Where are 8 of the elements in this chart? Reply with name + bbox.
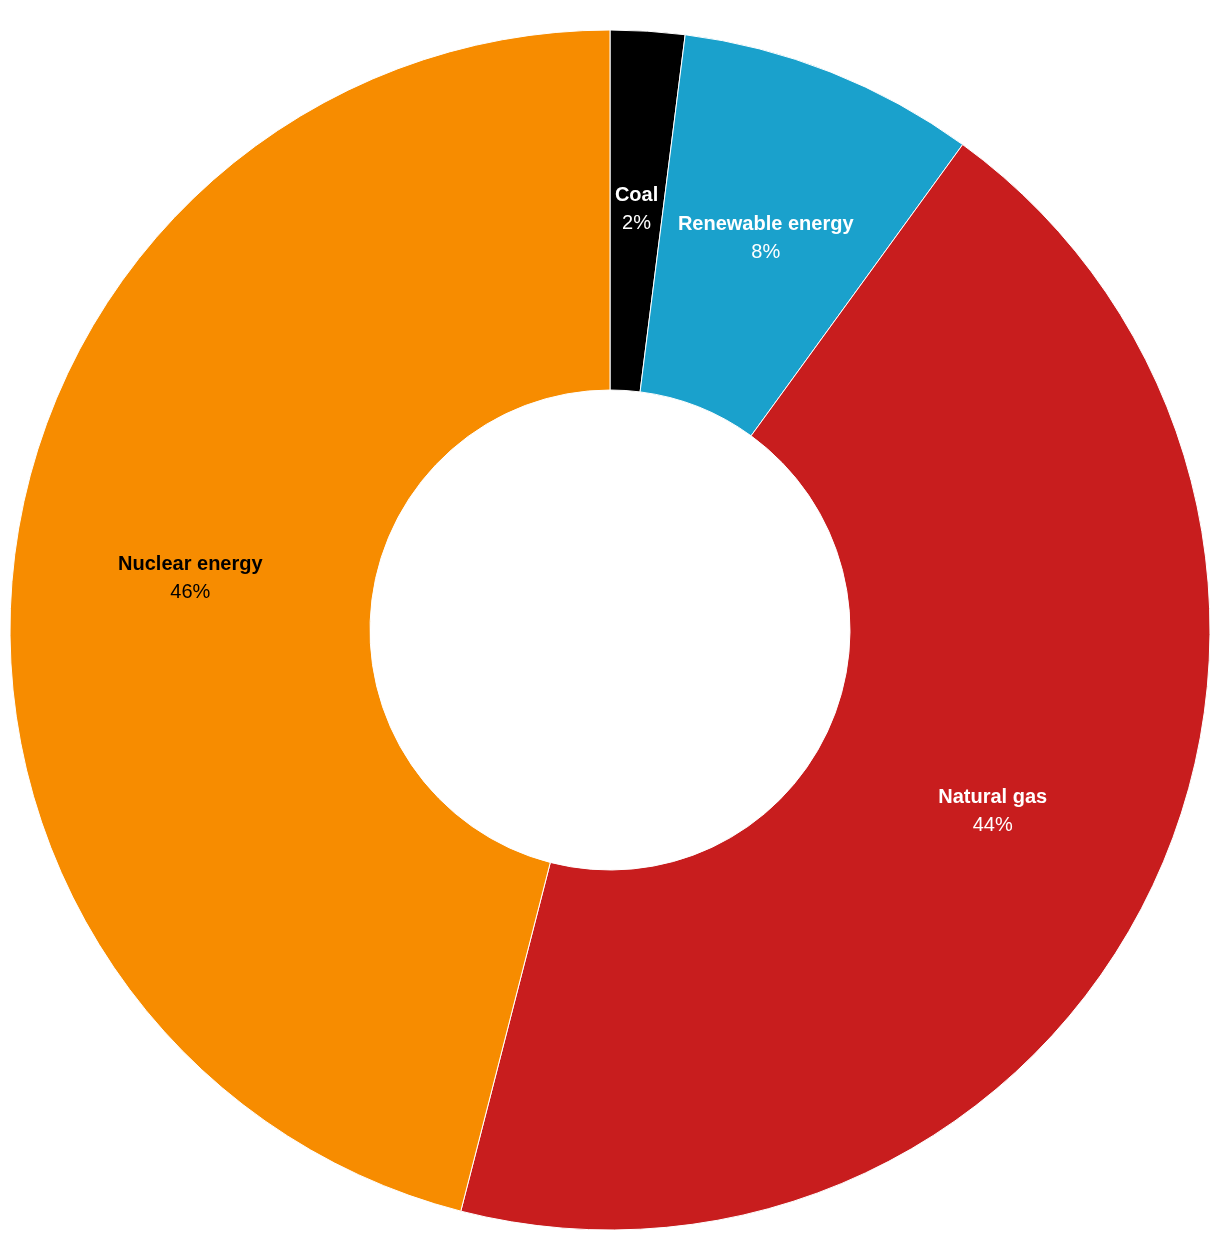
slice-label: Nuclear energy <box>118 551 264 574</box>
data-label: 8% <box>751 239 781 262</box>
data-label: 2% <box>622 210 652 233</box>
slice-label: Renewable energy <box>677 211 855 234</box>
data-label: 46% <box>170 579 211 602</box>
slice-label: Natural gas <box>938 785 1048 808</box>
slice-label: Coal <box>614 182 659 205</box>
data-label: 44% <box>972 813 1013 836</box>
